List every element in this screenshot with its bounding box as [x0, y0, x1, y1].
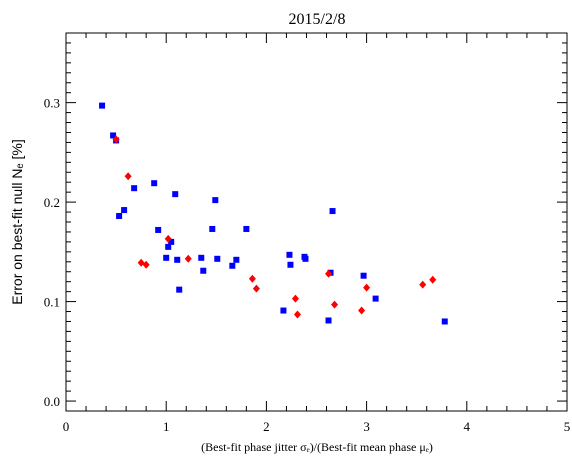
- data-point-square: [280, 307, 287, 314]
- chart-title: 2015/2/8: [289, 11, 346, 28]
- data-point-diamond: [363, 283, 371, 292]
- data-point-square: [172, 191, 179, 198]
- data-point-diamond: [112, 135, 120, 144]
- data-point-square: [372, 295, 379, 302]
- data-point-square: [229, 262, 236, 269]
- data-point-diamond: [419, 280, 427, 289]
- x-tick-label: 5: [564, 419, 571, 434]
- x-tick-label: 4: [464, 419, 471, 434]
- data-point-diamond: [291, 294, 299, 303]
- data-point-square: [168, 238, 175, 245]
- y-tick-label: 0.1: [44, 295, 60, 310]
- x-tick-label: 0: [63, 419, 70, 434]
- y-axis-label: Error on best-fit null Nₑ [%]: [9, 139, 25, 304]
- x-tick-label: 2: [263, 419, 270, 434]
- data-point-square: [212, 197, 219, 204]
- data-point-diamond: [124, 172, 132, 181]
- data-point-square: [176, 286, 183, 293]
- data-point-square: [287, 261, 294, 268]
- data-point-square: [116, 213, 123, 220]
- axis-ticks: [65, 32, 568, 412]
- data-point-square: [151, 180, 158, 187]
- plot-frame: [65, 32, 568, 412]
- data-point-square: [243, 225, 250, 232]
- x-tick-label: 3: [363, 419, 370, 434]
- data-point-square: [121, 207, 128, 214]
- data-point-diamond: [142, 260, 150, 269]
- y-tick-label: 0.0: [44, 394, 60, 409]
- data-point-square: [99, 102, 106, 109]
- data-point-square: [329, 208, 336, 215]
- data-point-diamond: [184, 254, 192, 263]
- y-tick-label: 0.3: [44, 96, 60, 111]
- axis-tick-labels: 0 1 2 3 4 5 0.0 0.1 0.2 0.3: [44, 96, 571, 434]
- data-point-square: [198, 254, 205, 261]
- data-point-diamond: [429, 275, 437, 284]
- data-point-diamond: [248, 274, 256, 283]
- data-point-square: [286, 251, 293, 258]
- x-axis-label: (Best-fit phase jitter σₑ)/(Best-fit mea…: [201, 440, 433, 454]
- data-markers: [99, 102, 448, 325]
- data-point-diamond: [358, 306, 366, 315]
- data-point-diamond: [164, 234, 172, 243]
- data-point-square: [200, 267, 207, 274]
- data-point-square: [302, 255, 309, 262]
- data-point-square: [360, 272, 367, 279]
- data-point-diamond: [331, 300, 339, 309]
- data-point-square: [155, 226, 162, 233]
- data-point-square: [110, 132, 117, 139]
- data-point-square: [165, 243, 172, 250]
- x-tick-label: 1: [163, 419, 170, 434]
- data-point-square: [325, 317, 332, 324]
- data-point-square: [209, 225, 216, 232]
- data-point-square: [214, 255, 221, 262]
- data-point-square: [163, 254, 170, 261]
- data-point-diamond: [293, 310, 301, 319]
- data-point-square: [441, 318, 448, 325]
- data-point-diamond: [325, 269, 333, 278]
- data-point-diamond: [252, 284, 260, 293]
- data-point-square: [233, 256, 240, 263]
- y-tick-label: 0.2: [44, 195, 60, 210]
- data-point-square: [131, 185, 138, 192]
- data-point-square: [174, 256, 181, 263]
